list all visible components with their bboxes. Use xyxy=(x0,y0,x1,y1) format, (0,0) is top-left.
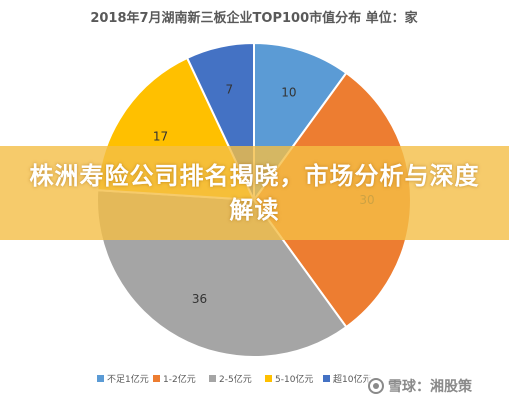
legend-swatch-3 xyxy=(209,375,216,382)
slice-value-label-1: 10 xyxy=(281,85,296,99)
legend-swatch-4 xyxy=(265,375,272,382)
slice-value-label-4: 17 xyxy=(153,129,168,143)
legend-label-2: 1-2亿元 xyxy=(163,373,196,385)
headline-banner: 株洲寿险公司排名揭晓，市场分析与深度解读 xyxy=(0,146,509,240)
slice-value-label-5: 7 xyxy=(226,83,234,97)
legend-label-1: 不足1亿元 xyxy=(107,373,149,385)
watermark-text: 雪球：湘股策 xyxy=(388,379,472,395)
legend-swatch-1 xyxy=(97,375,104,382)
chart-title: 2018年7月湖南新三板企业TOP100市值分布 单位：家 xyxy=(90,10,418,26)
slice-value-label-3: 36 xyxy=(192,292,207,306)
legend-swatch-2 xyxy=(153,375,160,382)
legend-label-5: 超10亿元 xyxy=(333,373,371,385)
watermark: 雪球：湘股策 xyxy=(368,374,509,398)
headline-text: 株洲寿险公司排名揭晓，市场分析与深度解读 xyxy=(29,162,480,224)
legend-swatch-5 xyxy=(323,375,330,382)
legend-label-3: 2-5亿元 xyxy=(219,373,252,385)
legend-label-4: 5-10亿元 xyxy=(275,373,313,385)
snowball-logo-icon xyxy=(368,378,384,394)
chart-legend: 不足1亿元 1-2亿元 2-5亿元 5-10亿元 超10亿元 xyxy=(97,373,371,385)
